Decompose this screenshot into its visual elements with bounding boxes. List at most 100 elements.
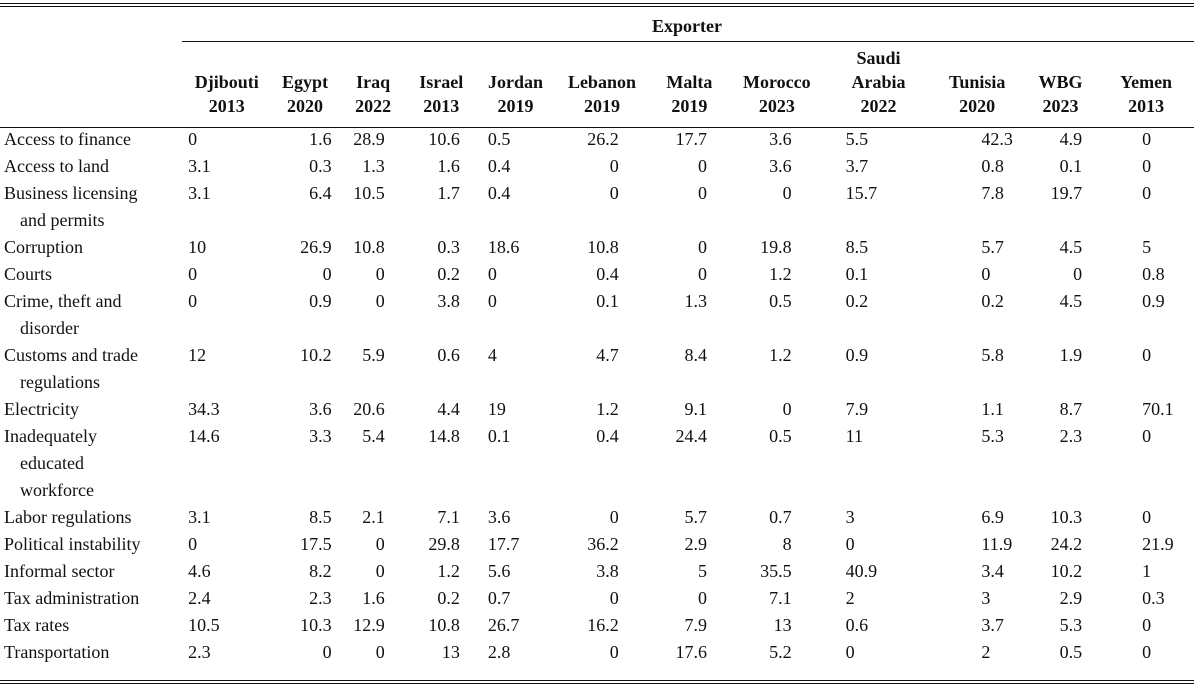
- column-year: 2022: [860, 96, 897, 116]
- table-cell: 10.2: [300, 345, 332, 365]
- row-label: Inadequately educated workforce: [0, 423, 185, 504]
- table-cell: 70.1: [1142, 399, 1174, 419]
- table-cell: 26.2: [587, 129, 619, 149]
- table-cell: 0.5: [487, 129, 511, 149]
- table-cell: 0: [1142, 642, 1152, 662]
- table-cell: 0.1: [845, 264, 869, 284]
- table-cell: 3: [981, 588, 991, 608]
- table-cell: 0: [698, 156, 708, 176]
- table-cell: 1.2: [596, 399, 619, 419]
- table-cell: 5.7: [684, 507, 708, 527]
- table-cell: 5.4: [362, 426, 385, 446]
- table-cell: 0: [188, 129, 198, 149]
- column-year: 2020: [959, 96, 996, 116]
- table-cell: 0: [609, 642, 619, 662]
- table-cell: 3.7: [845, 156, 869, 176]
- column-header: Yemen 2013: [1098, 42, 1194, 126]
- table-cell: 16.2: [587, 615, 619, 635]
- table-cell: 4.9: [1059, 129, 1083, 149]
- column-country: Israel: [419, 72, 464, 92]
- table-cell: 0: [609, 183, 619, 203]
- table-cell: 34.3: [188, 399, 220, 419]
- row-label-line: disorder: [20, 318, 79, 338]
- table-cell: 0.2: [981, 291, 1004, 311]
- table-cell: 0: [1142, 507, 1152, 527]
- table-cell: 7.1: [769, 588, 792, 608]
- table-cell: 12.9: [353, 615, 385, 635]
- table-cell: 7.9: [845, 399, 869, 419]
- column-country: Tunisia: [948, 72, 1006, 92]
- row-label: Tax rates: [0, 612, 185, 639]
- table-cell: 4.5: [1059, 291, 1083, 311]
- table-cell: 26.7: [487, 615, 520, 635]
- table-cell: 5.3: [1059, 615, 1083, 635]
- table-cell: 2.9: [1059, 588, 1083, 608]
- table-cell: 0: [487, 291, 497, 311]
- table-row: Tax administration 2.4 2.3 1.6 0.2 0.7 0 0 7.1 2 3…: [0, 585, 1194, 612]
- table-cell: 0.4: [487, 183, 511, 203]
- row-label: Crime, theft and disorder: [0, 288, 185, 342]
- table-cell: 19: [487, 399, 506, 419]
- table-cell: 2.3: [1059, 426, 1083, 446]
- row-label: Electricity: [0, 396, 185, 423]
- table-cell: 28.9: [353, 129, 385, 149]
- table-cell: 0: [188, 264, 198, 284]
- table-cell: 1.6: [309, 129, 332, 149]
- table-cell: 2.1: [362, 507, 385, 527]
- table-cell: 10.3: [300, 615, 332, 635]
- table-cell: 0.7: [487, 588, 511, 608]
- table-cell: 1.6: [437, 156, 460, 176]
- table-cell: 0.3: [309, 156, 332, 176]
- table-cell: 0.8: [981, 156, 1004, 176]
- table-cell: 5.7: [981, 237, 1004, 257]
- row-label-line: Access to land: [4, 156, 109, 176]
- table-cell: 0: [609, 507, 619, 527]
- table-cell: 35.5: [760, 561, 792, 581]
- table-row: Electricity 34.3 3.6 20.6 4.4 19 1.2 9.1 0 7.9 1.1…: [0, 396, 1194, 423]
- table-cell: 3: [845, 507, 855, 527]
- table-cell: 7.9: [684, 615, 708, 635]
- row-label: Corruption: [0, 234, 185, 261]
- table-cell: 10.6: [428, 129, 460, 149]
- table-cell: 0.8: [1142, 264, 1165, 284]
- table-cell: 0.1: [596, 291, 619, 311]
- table-cell: 40.9: [845, 561, 878, 581]
- table-cell: 17.7: [675, 129, 708, 149]
- table-cell: 0: [1142, 129, 1152, 149]
- data-table: Exporter Djibouti 2013 Egypt 2020 Iraq 2022 Is…: [0, 10, 1194, 666]
- table-cell: 9.1: [684, 399, 708, 419]
- table-cell: 19.7: [1050, 183, 1083, 203]
- row-label-line: workforce: [20, 480, 94, 500]
- row-label-line: regulations: [20, 372, 100, 392]
- table-cell: 8.5: [845, 237, 869, 257]
- row-label: Access to finance: [0, 126, 185, 153]
- table-cell: 11: [845, 426, 863, 446]
- table-cell: 0: [609, 588, 619, 608]
- table-cell: 0: [1142, 156, 1152, 176]
- row-label-line: Inadequately: [4, 426, 97, 446]
- table-cell: 7.1: [437, 507, 460, 527]
- table-cell: 0: [1142, 615, 1152, 635]
- row-label-line: Labor regulations: [4, 507, 132, 527]
- row-label-line: and permits: [20, 210, 105, 230]
- table-cell: 1.2: [769, 345, 792, 365]
- spanner-rule: [182, 41, 1194, 42]
- column-header: Egypt 2020: [268, 42, 341, 126]
- table-cell: 19.8: [760, 237, 792, 257]
- table-cell: 4.4: [437, 399, 460, 419]
- column-year: 2023: [758, 96, 795, 116]
- table-cell: 29.8: [428, 534, 460, 554]
- table-cell: 2.3: [188, 642, 211, 662]
- table-cell: 5.9: [362, 345, 385, 365]
- table-cell: 0: [375, 561, 385, 581]
- table-cell: 5.6: [487, 561, 511, 581]
- column-year: 2019: [671, 96, 708, 116]
- row-label-line: Informal sector: [4, 561, 115, 581]
- table-cell: 0: [375, 291, 385, 311]
- table-row: Labor regulations 3.1 8.5 2.1 7.1 3.6 0 5.7 0.7 3…: [0, 504, 1194, 531]
- table-cell: 0: [981, 264, 991, 284]
- column-country: Saudi Arabia: [851, 48, 906, 92]
- table-cell: 0: [782, 183, 792, 203]
- table-cell: 0.6: [845, 615, 869, 635]
- table-cell: 0: [487, 264, 497, 284]
